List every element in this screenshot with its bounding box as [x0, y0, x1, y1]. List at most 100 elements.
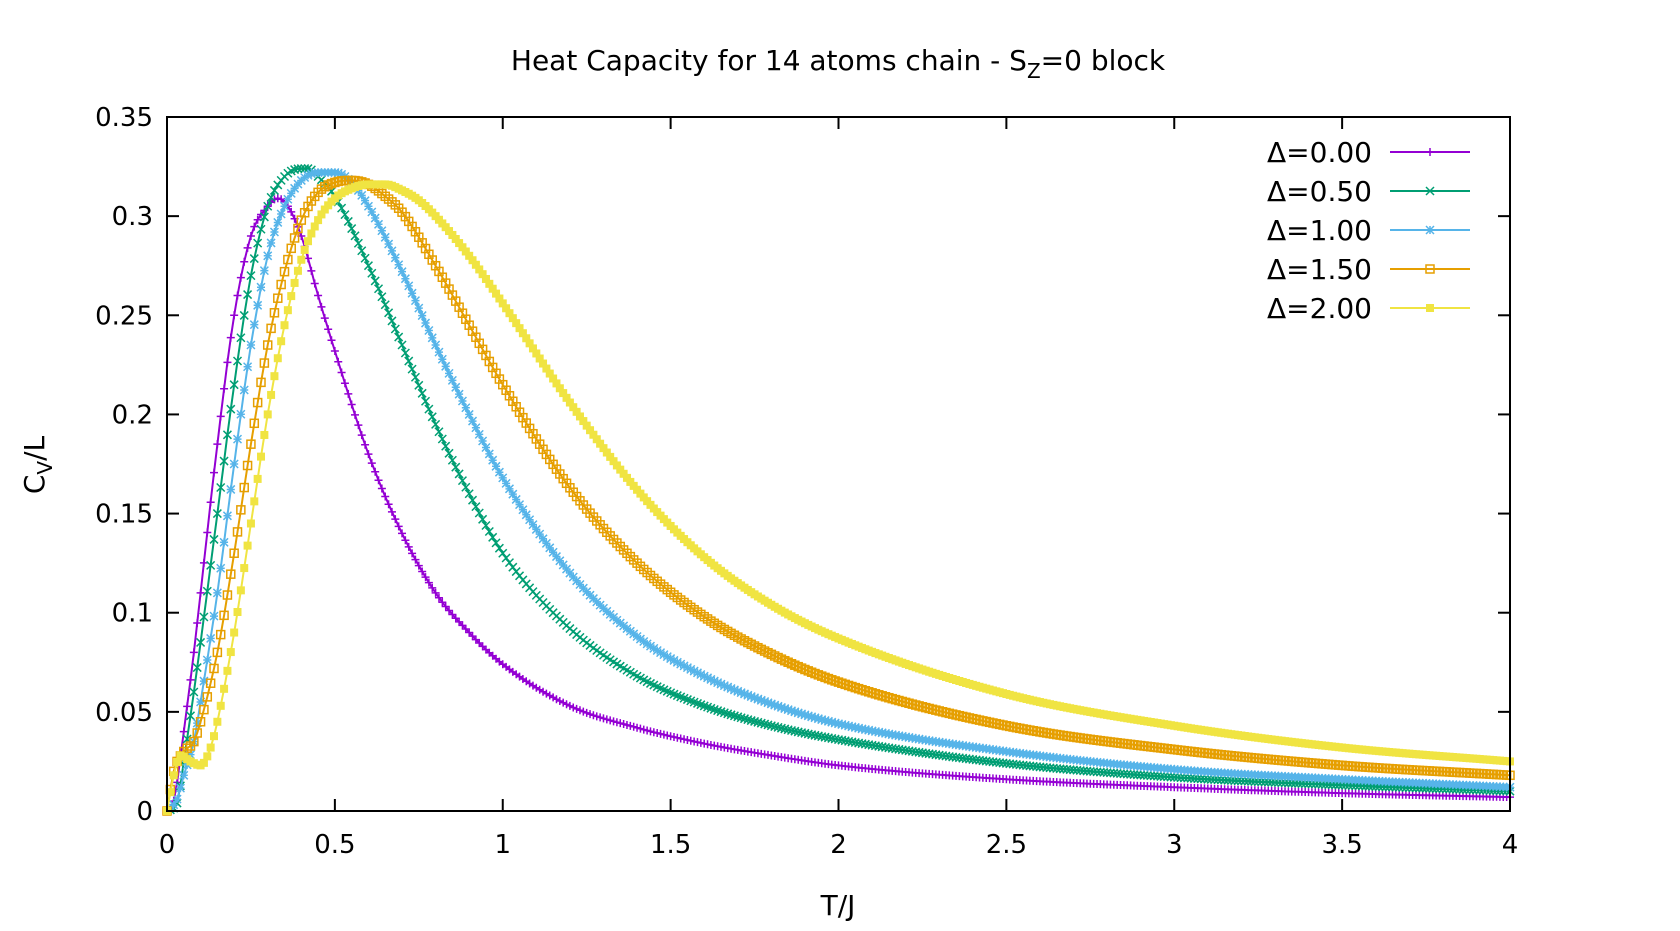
data-point	[249, 254, 259, 264]
data-point	[763, 698, 773, 708]
data-point	[256, 224, 266, 234]
data-point	[384, 500, 393, 509]
y-tick-label: 0	[136, 797, 153, 827]
data-point	[327, 336, 336, 345]
data-point	[481, 274, 490, 283]
data-point	[525, 515, 535, 525]
x-tick-label: 1.5	[650, 830, 691, 860]
y-axis-label: CV/L	[18, 435, 57, 494]
data-point	[481, 520, 491, 530]
data-point	[586, 426, 595, 435]
data-point	[521, 510, 531, 520]
data-point	[269, 308, 280, 318]
data-point	[485, 279, 494, 288]
data-point	[797, 728, 807, 738]
data-point	[363, 261, 373, 271]
y-tick-label: 0.05	[95, 698, 153, 728]
data-point	[273, 180, 283, 190]
data-point	[377, 484, 386, 493]
data-point	[380, 232, 390, 242]
data-point	[756, 718, 766, 728]
data-point	[289, 233, 300, 243]
data-point	[790, 707, 800, 717]
data-point	[310, 222, 319, 231]
data-point	[279, 201, 290, 211]
data-point	[226, 333, 235, 342]
data-point	[498, 473, 508, 483]
data-point	[179, 727, 188, 736]
data-point	[189, 687, 199, 697]
data-point	[320, 314, 329, 323]
data-point	[599, 444, 608, 453]
data-point	[498, 299, 507, 308]
data-point	[468, 256, 477, 265]
legend-label: Δ=0.50	[1267, 175, 1372, 208]
data-point	[830, 718, 840, 728]
data-point	[780, 704, 790, 714]
data-point	[215, 629, 226, 640]
legend-label: Δ=1.00	[1267, 214, 1372, 247]
data-point	[790, 726, 800, 736]
data-point	[424, 325, 434, 336]
data-point	[478, 514, 488, 524]
data-point	[511, 494, 521, 504]
data-point	[504, 558, 514, 568]
data-point	[776, 702, 786, 712]
data-point	[304, 254, 313, 263]
plot-area	[162, 164, 1515, 816]
data-point	[310, 279, 319, 288]
data-point	[404, 542, 413, 551]
data-point	[622, 473, 631, 482]
data-point	[276, 279, 286, 290]
data-point	[471, 260, 480, 269]
data-point	[592, 435, 601, 444]
data-point	[185, 711, 196, 721]
data-point	[464, 409, 474, 419]
x-tick-label: 2.5	[986, 830, 1027, 860]
data-point	[770, 700, 780, 710]
data-point	[807, 730, 817, 740]
data-point	[786, 706, 797, 716]
data-point	[417, 388, 427, 398]
data-point	[394, 332, 404, 342]
data-point	[410, 372, 420, 382]
x-tick-label: 3	[1166, 830, 1183, 860]
data-point	[666, 654, 676, 664]
data-point	[273, 217, 283, 227]
data-point	[750, 693, 760, 703]
data-point	[508, 489, 518, 499]
data-point	[229, 459, 239, 469]
data-point	[743, 690, 753, 700]
y-tick-label: 0.1	[112, 599, 153, 629]
data-point	[491, 461, 501, 471]
data-point	[773, 722, 783, 732]
data-point	[360, 196, 370, 206]
data-point	[441, 441, 451, 451]
data-point	[202, 655, 212, 665]
data-point	[495, 294, 504, 303]
data-point	[807, 712, 817, 722]
data-point	[212, 647, 223, 658]
data-point	[297, 255, 306, 264]
data-point	[589, 430, 598, 439]
data-point	[609, 457, 618, 466]
data-point	[283, 306, 292, 315]
data-point	[397, 340, 407, 350]
data-point	[454, 389, 464, 399]
data-point	[424, 578, 433, 587]
data-point	[518, 505, 528, 515]
data-point	[250, 497, 259, 506]
data-point	[682, 663, 692, 673]
data-point	[750, 716, 760, 726]
data-point	[257, 452, 266, 461]
data-point	[659, 650, 669, 660]
data-point	[438, 598, 447, 607]
data-point	[800, 728, 810, 738]
data-point	[172, 794, 182, 804]
series-4	[163, 180, 1514, 815]
data-point	[340, 379, 349, 388]
data-point	[210, 468, 219, 477]
data-point	[185, 750, 196, 760]
data-point	[226, 484, 236, 494]
data-point	[347, 400, 356, 409]
